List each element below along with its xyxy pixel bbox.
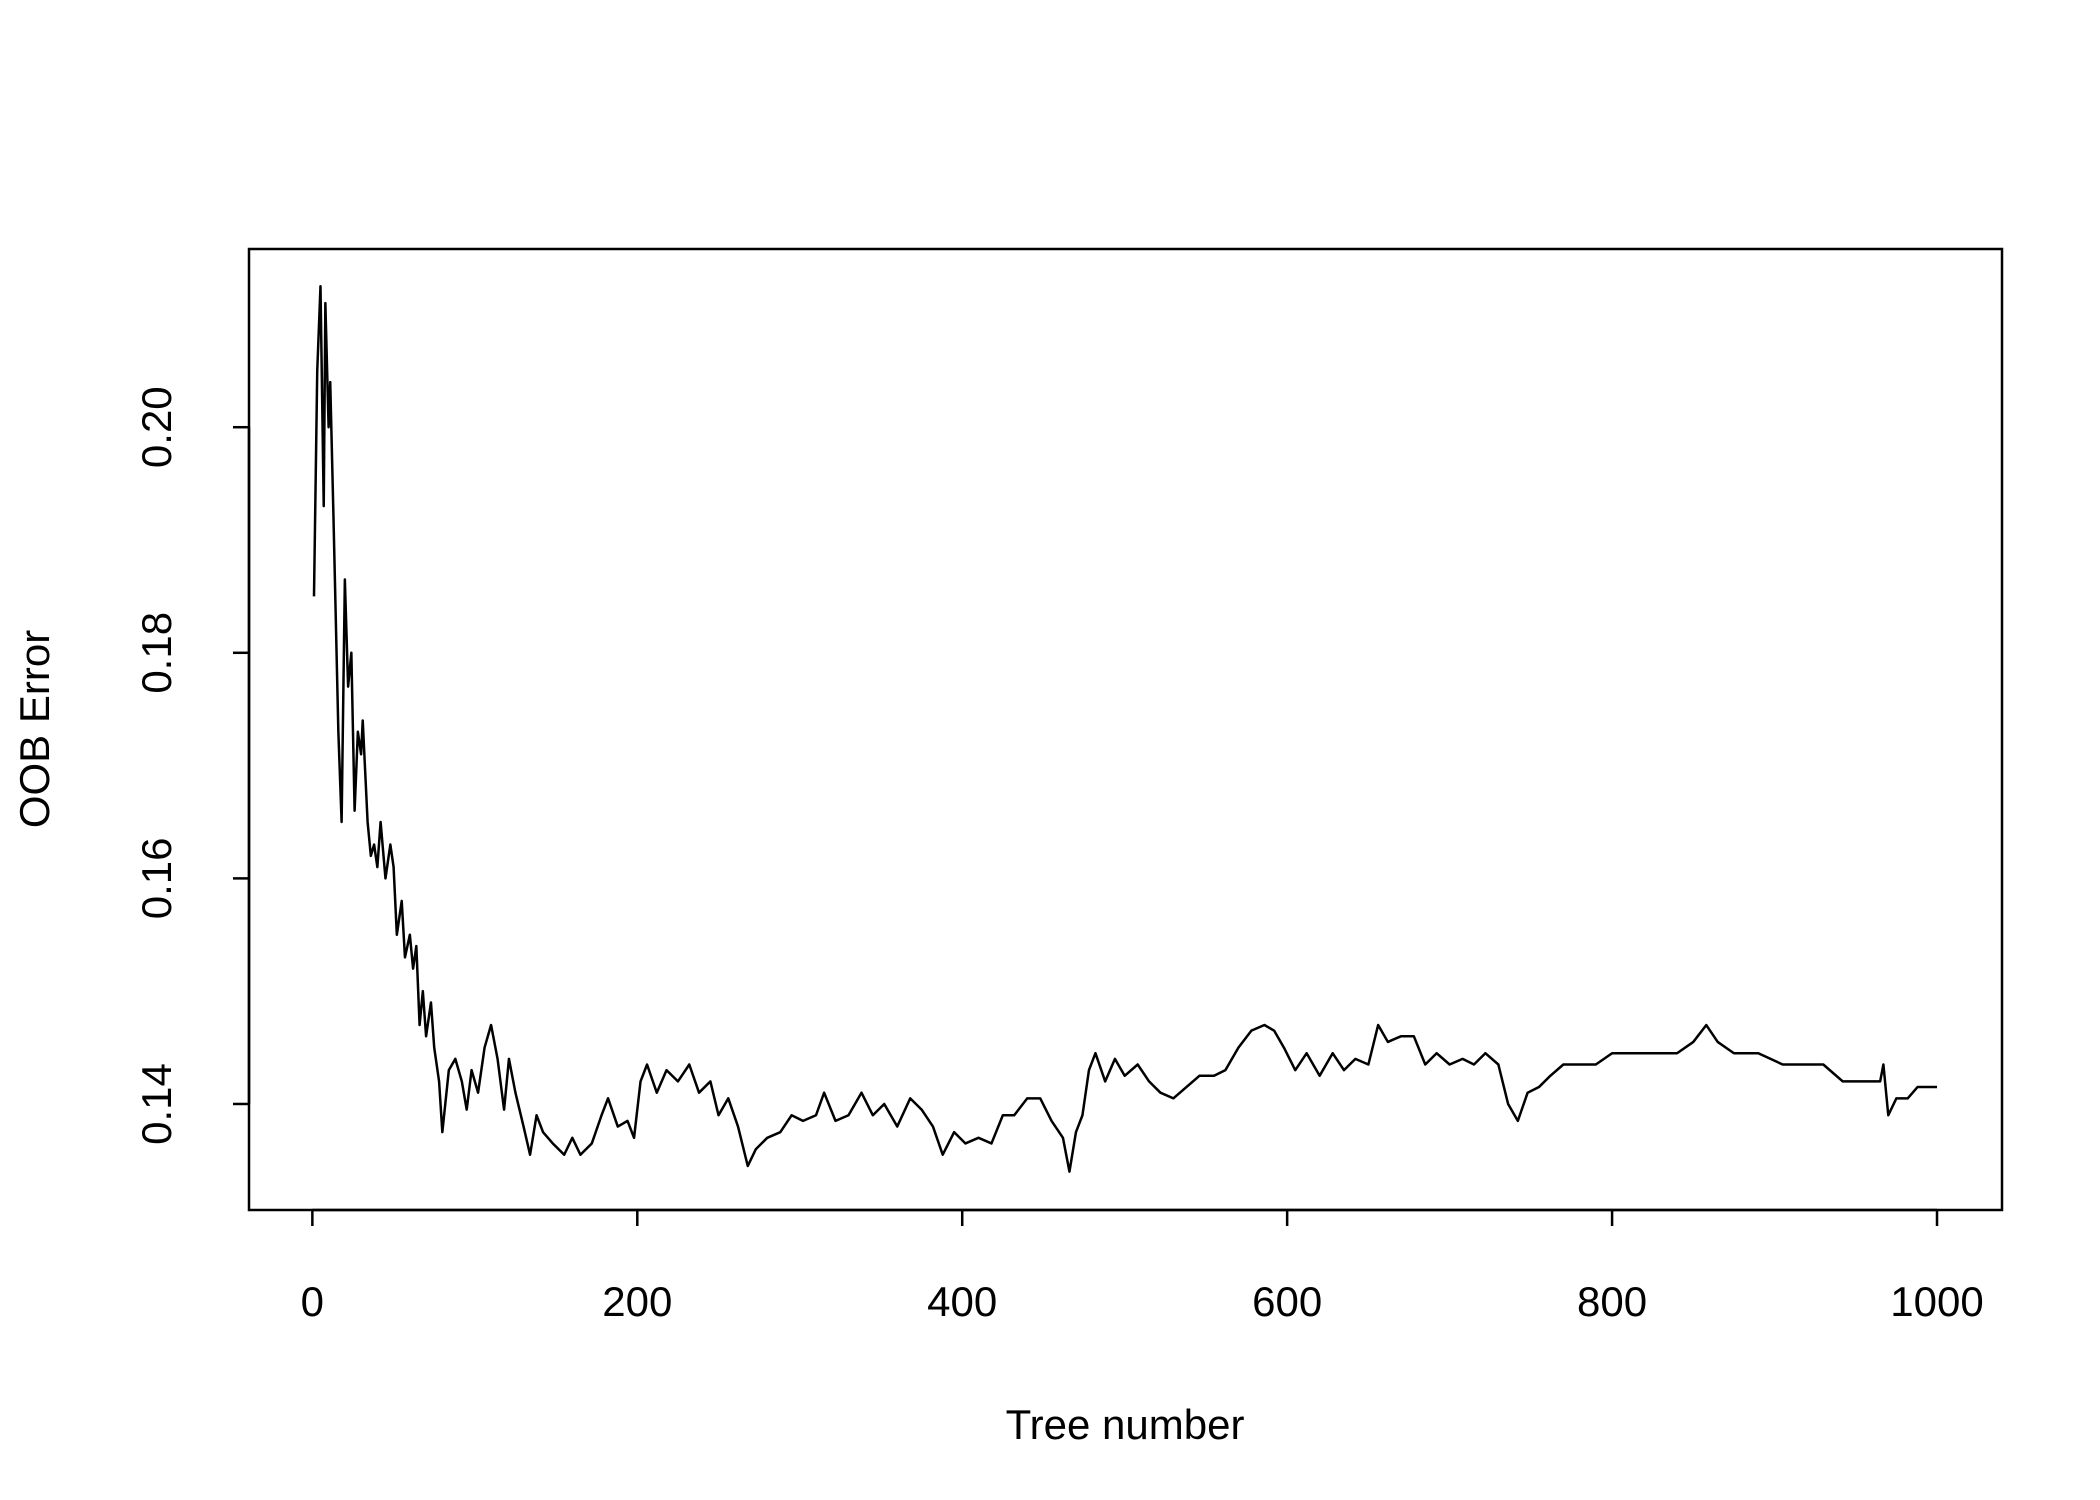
x-tick-label: 1000 [1890, 1278, 1983, 1325]
y-tick-label: 0.14 [133, 1063, 180, 1145]
y-tick-label: 0.18 [133, 612, 180, 694]
x-axis-label: Tree number [1006, 1401, 1245, 1448]
plot-frame [247, 247, 2004, 1212]
y-axis-label: OOB Error [11, 630, 58, 828]
x-tick-label: 200 [602, 1278, 672, 1325]
x-tick-label: 0 [301, 1278, 324, 1325]
x-tick-label: 800 [1577, 1278, 1647, 1325]
data-line [312, 284, 1938, 1173]
y-tick-label: 0.20 [133, 386, 180, 468]
y-tick-label: 0.16 [133, 838, 180, 920]
x-tick-label: 400 [927, 1278, 997, 1325]
x-tick-label: 600 [1252, 1278, 1322, 1325]
